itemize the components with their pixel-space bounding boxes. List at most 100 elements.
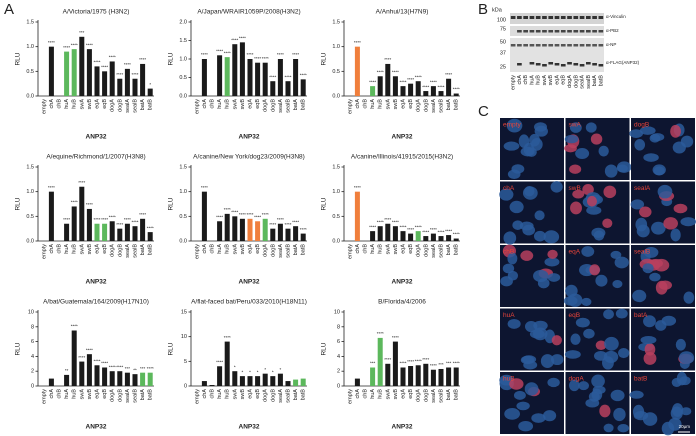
y-axis-label: RLU bbox=[15, 52, 22, 65]
nucleus bbox=[585, 398, 600, 408]
significance-label: * bbox=[280, 367, 282, 372]
bar bbox=[370, 231, 376, 241]
x-tick-label: eqB bbox=[408, 244, 414, 254]
nucleus bbox=[578, 381, 590, 391]
lane-label: batA bbox=[592, 75, 598, 87]
band bbox=[592, 63, 597, 66]
bar bbox=[71, 330, 77, 386]
x-tick-label: huB bbox=[72, 99, 78, 109]
nucleus bbox=[598, 145, 609, 157]
significance-label: **** bbox=[422, 84, 429, 89]
lane-label: huB bbox=[536, 75, 542, 85]
bar bbox=[277, 223, 283, 241]
significance-label: **** bbox=[384, 57, 391, 62]
x-tick-label: chB bbox=[209, 389, 215, 399]
antibody-label: α-FLAG(ANP32) bbox=[606, 60, 640, 65]
x-tick-label: eqA bbox=[400, 99, 406, 109]
bar bbox=[354, 46, 360, 96]
x-axis-label: ANP32 bbox=[239, 279, 260, 286]
bar bbox=[232, 371, 238, 386]
nucleus bbox=[550, 181, 563, 193]
bar bbox=[453, 238, 459, 241]
significance-label: **** bbox=[269, 74, 276, 79]
x-tick-label: swA bbox=[232, 244, 238, 255]
nucleus bbox=[516, 401, 530, 411]
nucleus bbox=[585, 122, 597, 133]
significance-label: **** bbox=[63, 217, 70, 222]
bar bbox=[270, 376, 276, 386]
bar bbox=[79, 36, 85, 96]
nucleus bbox=[589, 264, 600, 276]
significance-label: **** bbox=[437, 229, 444, 234]
x-axis-label: ANP32 bbox=[392, 279, 413, 286]
nucleus bbox=[673, 203, 688, 214]
x-tick-label: chB bbox=[56, 389, 62, 399]
nucleus bbox=[563, 296, 578, 306]
y-tick-label: 1.5 bbox=[332, 19, 340, 25]
significance-label: **** bbox=[147, 225, 154, 230]
nucleus bbox=[550, 354, 564, 366]
nucleus bbox=[629, 390, 644, 399]
significance-label: **** bbox=[407, 359, 414, 364]
x-axis-label: ANP32 bbox=[86, 279, 107, 286]
x-tick-label: batA bbox=[140, 99, 146, 111]
significance-label: *** bbox=[446, 361, 452, 366]
nucleus bbox=[661, 421, 675, 436]
bar bbox=[446, 367, 452, 386]
band bbox=[554, 16, 560, 19]
x-tick-label: huB bbox=[378, 244, 384, 254]
y-tick-label: 0 bbox=[337, 383, 340, 389]
significance-label: * bbox=[264, 367, 266, 372]
bar bbox=[102, 223, 108, 241]
bar bbox=[354, 191, 360, 241]
band bbox=[586, 30, 591, 33]
band bbox=[573, 30, 579, 33]
nucleus bbox=[543, 230, 560, 244]
nucleus bbox=[533, 269, 549, 282]
significance-label: **** bbox=[262, 212, 269, 217]
x-tick-label: batB bbox=[301, 244, 307, 256]
significance-label: **** bbox=[86, 42, 93, 47]
bar bbox=[377, 226, 383, 241]
y-tick-label: 0.0 bbox=[179, 93, 187, 99]
band bbox=[548, 44, 554, 47]
weight-label: 37 bbox=[500, 50, 506, 56]
bar bbox=[224, 57, 230, 96]
nucleus bbox=[633, 410, 649, 421]
significance-label: * bbox=[249, 369, 251, 374]
nucleus bbox=[575, 317, 590, 328]
band bbox=[523, 16, 528, 19]
x-tick-label: chA bbox=[202, 389, 208, 399]
band bbox=[554, 63, 560, 66]
x-tick-label: dogB bbox=[270, 389, 276, 402]
bar bbox=[132, 226, 138, 241]
bar bbox=[438, 368, 444, 386]
x-tick-label: eqB bbox=[255, 389, 261, 399]
x-axis-label: ANP32 bbox=[239, 424, 260, 431]
x-tick-label: chA bbox=[202, 244, 208, 254]
x-tick-label: eqA bbox=[247, 389, 253, 399]
x-tick-label: eqA bbox=[400, 244, 406, 254]
nucleus bbox=[590, 133, 603, 145]
micro-label: swA bbox=[569, 122, 582, 129]
x-tick-label: chA bbox=[202, 99, 208, 109]
nucleus bbox=[678, 351, 695, 365]
bar bbox=[48, 46, 54, 96]
x-tick-label: huA bbox=[64, 389, 70, 399]
bar bbox=[377, 76, 383, 96]
significance-label: **** bbox=[399, 79, 406, 84]
bar bbox=[64, 51, 70, 96]
micro-label: dogA bbox=[569, 376, 585, 383]
band bbox=[573, 16, 579, 19]
significance-label: **** bbox=[246, 212, 253, 217]
y-tick-label: 1.0 bbox=[332, 44, 340, 50]
band bbox=[567, 30, 572, 33]
y-tick-label: 1.0 bbox=[179, 56, 187, 62]
nucleus bbox=[586, 206, 602, 215]
lane-label: chA bbox=[517, 75, 523, 85]
nucleus bbox=[522, 186, 538, 200]
bar bbox=[277, 373, 283, 386]
band bbox=[592, 44, 597, 47]
bar bbox=[392, 76, 398, 96]
bar bbox=[217, 55, 223, 96]
